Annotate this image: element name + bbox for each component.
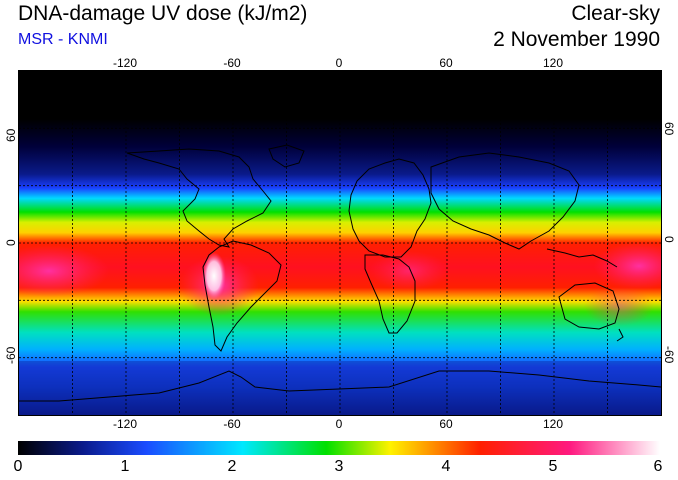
map-subtitle: MSR - KNMI xyxy=(18,31,108,48)
colorbar-tick-6: 6 xyxy=(653,458,663,475)
lon-tick-top-0: 0 xyxy=(335,56,343,70)
north-america-coast xyxy=(126,148,272,248)
lat-tick-right-0: 0 xyxy=(662,236,676,243)
lon-tick-bottom-60: 60 xyxy=(439,417,453,431)
lon-tick-top-120: 120 xyxy=(542,56,564,70)
colorbar xyxy=(18,441,660,455)
colorbar-tick-2: 2 xyxy=(227,458,237,475)
colorbar-tick-5: 5 xyxy=(548,458,558,475)
colorbar-tick-0: 0 xyxy=(13,458,23,475)
africa-hotspot xyxy=(369,251,449,291)
south-america-coast xyxy=(202,240,282,352)
lon-tick-bottom-minus120: -120 xyxy=(112,417,138,431)
colorbar-tick-4: 4 xyxy=(441,458,451,475)
antarctica-coast xyxy=(19,370,661,402)
sky-condition-label: Clear-sky xyxy=(571,2,660,25)
lat-tick-right-minus60: -60 xyxy=(662,346,676,364)
europe-africa-coast-north xyxy=(348,158,432,258)
australia-coast xyxy=(558,282,620,330)
uv-dose-map-svg xyxy=(19,71,661,415)
colorbar-tick-1: 1 xyxy=(120,458,130,475)
lon-tick-top-minus60: -60 xyxy=(223,56,241,70)
lon-tick-bottom-minus60: -60 xyxy=(223,417,241,431)
graticule xyxy=(19,71,661,415)
date-label: 2 November 1990 xyxy=(493,28,660,51)
colorbar-tick-3: 3 xyxy=(334,458,344,475)
lon-tick-top-60: 60 xyxy=(439,56,453,70)
lon-tick-top-minus120: -120 xyxy=(112,56,138,70)
lon-tick-bottom-120: 120 xyxy=(542,417,564,431)
coastlines xyxy=(19,144,661,402)
new-zealand-coast xyxy=(616,328,624,342)
map-title: DNA-damage UV dose (kJ/m2) xyxy=(18,2,308,25)
andes-maximum xyxy=(202,252,226,300)
lon-tick-bottom-0: 0 xyxy=(335,417,343,431)
asia-coast xyxy=(430,152,580,250)
pacific-east-hotspot xyxy=(594,242,661,290)
lat-tick-left-0: 0 xyxy=(4,239,18,246)
greenland-coast xyxy=(268,144,305,168)
australia-hotspot xyxy=(584,286,654,326)
lat-tick-right-60: 60 xyxy=(662,122,676,136)
colorbar-gradient xyxy=(18,441,660,455)
pacific-west-hotspot xyxy=(19,245,109,297)
indonesia-coast xyxy=(546,248,618,268)
africa-coast-south xyxy=(364,254,416,334)
lat-tick-left-60: 60 xyxy=(4,128,18,142)
uv-dose-map xyxy=(18,70,662,416)
lat-tick-left-minus60: -60 xyxy=(4,346,18,364)
